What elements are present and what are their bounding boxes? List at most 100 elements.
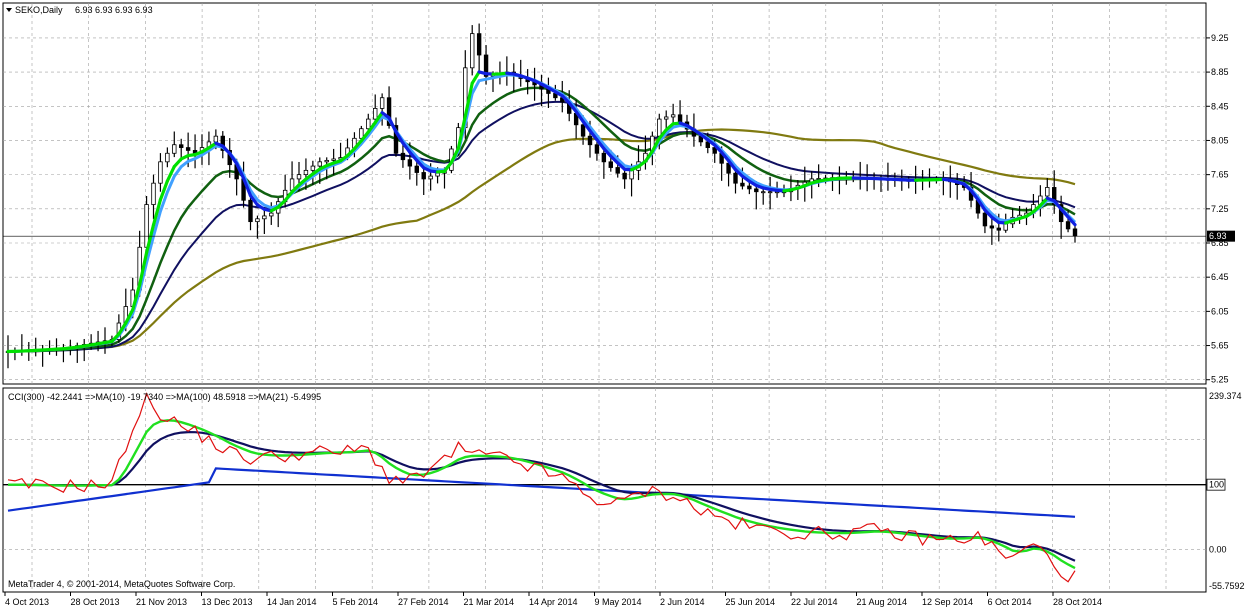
ema-fast-segment (235, 162, 246, 180)
price-tick-label: 7.65 (1211, 170, 1229, 180)
candle-body (1052, 187, 1057, 205)
candle-body (712, 147, 717, 154)
candle-body (996, 227, 1001, 231)
candle-body (379, 97, 385, 109)
candle-body (740, 182, 745, 187)
price-tick-label: 9.25 (1211, 33, 1229, 43)
ema-fast-segment (401, 141, 412, 154)
candle-body (366, 118, 371, 130)
candle-body (428, 175, 433, 180)
price-tick-label: 5.65 (1211, 341, 1229, 351)
candle-body (255, 218, 260, 223)
time-tick-label: 21 Nov 2013 (136, 597, 187, 607)
price-grid (3, 3, 1206, 384)
ema-fast-segment (165, 164, 176, 183)
ema-fast-segment (595, 138, 606, 151)
candle-body (733, 172, 738, 184)
candle-body (767, 191, 773, 194)
ema-fast-segment (366, 121, 377, 134)
ema-fast-segment (373, 111, 384, 125)
ema-fast-segment (408, 150, 419, 162)
candle-body (989, 225, 995, 229)
candle-body (151, 182, 156, 205)
ema-fast-segment (588, 129, 599, 142)
ema-fast-segment (456, 114, 467, 151)
time-tick-label: 5 Feb 2014 (333, 597, 379, 607)
candle-body (705, 141, 710, 148)
candle-body (414, 165, 419, 173)
ema-fast-segment (463, 81, 474, 118)
ema-fast-segment (969, 189, 980, 202)
candle-body (386, 97, 392, 126)
candle-body (179, 144, 184, 148)
ema-fast-segment (442, 160, 454, 173)
ema-fast-segment (726, 159, 738, 172)
chart-menu-icon[interactable] (6, 8, 12, 12)
candle-body (213, 135, 219, 143)
ema-fast-segment (144, 223, 156, 255)
candle-body (331, 158, 336, 161)
candle-body (601, 152, 607, 163)
price-tick-label: 5.25 (1211, 375, 1229, 385)
time-tick-label: 14 Jan 2014 (267, 597, 317, 607)
candle-body (248, 199, 253, 223)
ema-fast-segment (110, 332, 121, 343)
candle-body (1003, 223, 1008, 231)
candle-body (657, 118, 662, 137)
ema-fast-segment (574, 110, 585, 124)
ema-fast-segment (1052, 199, 1063, 211)
cci-axis-bottom: -55.7592 (1209, 581, 1245, 591)
cci-ma10-line (8, 419, 1076, 570)
candle-body (317, 161, 322, 167)
price-tick-label: 6.45 (1211, 272, 1229, 282)
candle-body (483, 54, 489, 77)
candle-body (594, 144, 600, 154)
ema-fast-segment (352, 139, 363, 151)
ema-fast-segment (283, 190, 294, 203)
candle-body (587, 135, 593, 146)
price-panel[interactable] (2, 2, 1207, 385)
current-price-box (1207, 230, 1235, 242)
ema-fast-segment (241, 176, 253, 198)
price-axis: 9.25 8.85 8.45 8.05 7.65 7.25 6.85 6.45 6.05 5.65… (1206, 33, 1229, 385)
ema-fast-segment (657, 128, 668, 140)
candle-body (629, 169, 634, 180)
ema-fast-segment (276, 198, 287, 209)
candle-body (400, 152, 406, 161)
cci-ma10-path (8, 419, 1076, 570)
time-axis: 4 Oct 2013 28 Oct 2013 21 Nov 2013 13 Dec 2… (3, 591, 1206, 607)
price-tick-label: 8.85 (1211, 67, 1229, 77)
ema-fast-segment (172, 157, 183, 169)
ema-fast-segment (117, 321, 128, 336)
ema-fast-segment (581, 119, 592, 133)
price-tick-label: 8.45 (1211, 101, 1229, 111)
candle-body (158, 161, 163, 184)
ema-fast-segment (449, 146, 460, 164)
ema-fast-segment (720, 150, 731, 163)
ohlc-values: 6.93 6.93 6.93 6.93 (75, 5, 153, 15)
candle-body (435, 172, 440, 177)
candle-body (144, 204, 149, 248)
candle-body (220, 135, 225, 151)
time-tick-label: 13 Dec 2013 (202, 597, 253, 607)
candle-body (303, 169, 309, 176)
time-tick-label: 2 Jun 2014 (660, 597, 705, 607)
candle-body (615, 167, 620, 174)
ema-fast-segment (394, 130, 405, 145)
price-tick-label: 6.85 (1211, 238, 1229, 248)
candle-body (608, 161, 613, 168)
candle-body (622, 172, 627, 180)
time-tick-label: 28 Oct 2014 (1053, 597, 1102, 607)
candle-body (747, 185, 752, 190)
ema-fast-line (6, 70, 1077, 354)
ema-fast-segment (1038, 196, 1049, 207)
candle-body (172, 144, 177, 154)
candle-body (185, 147, 191, 151)
candle-body (296, 174, 302, 180)
candle-body (324, 159, 329, 163)
ema-fast-segment (248, 194, 260, 207)
candle-body (470, 33, 475, 69)
candle-body (754, 188, 759, 193)
ema-fast-segment (470, 70, 481, 85)
